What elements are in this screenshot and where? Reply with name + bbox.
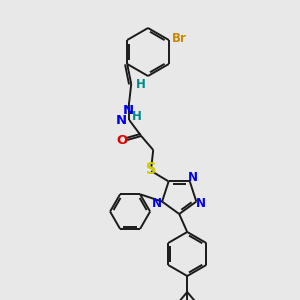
Text: N: N — [123, 104, 134, 117]
Text: H: H — [136, 79, 146, 92]
Text: H: H — [132, 110, 142, 124]
Text: N: N — [116, 113, 127, 127]
Text: Br: Br — [172, 32, 187, 46]
Text: N: N — [152, 196, 162, 210]
Text: S: S — [146, 163, 157, 178]
Text: O: O — [117, 134, 128, 148]
Text: N: N — [196, 196, 206, 210]
Text: N: N — [188, 171, 198, 184]
